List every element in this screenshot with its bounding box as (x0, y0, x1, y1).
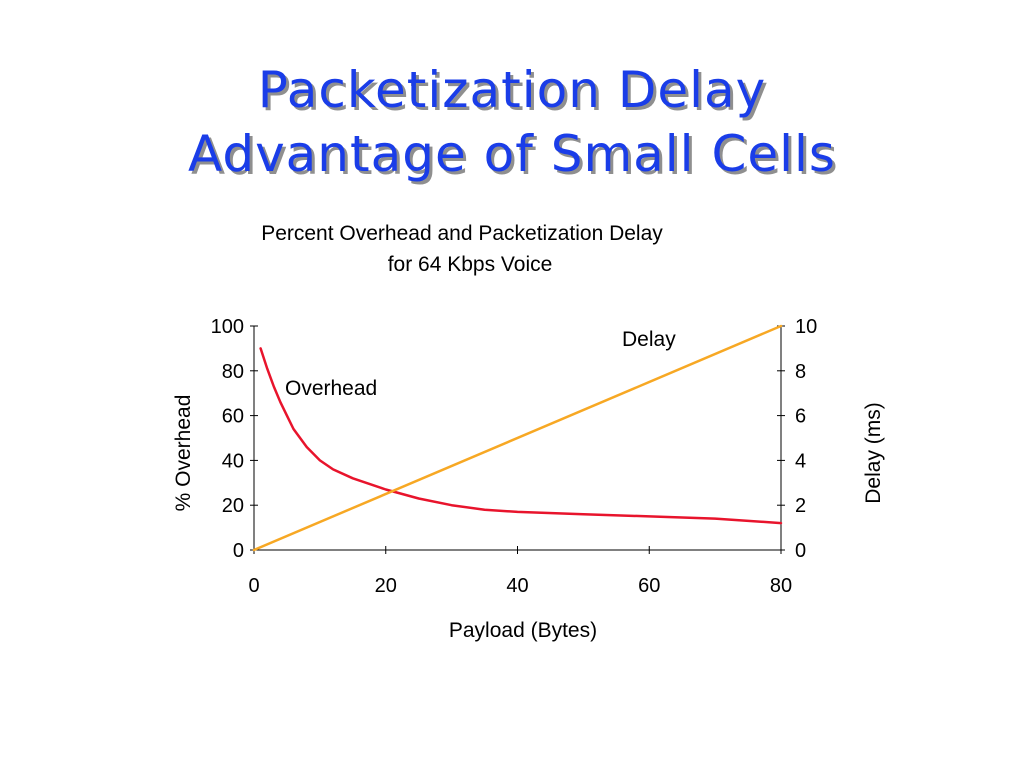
series-label-delay: Delay (622, 328, 676, 351)
y-left-tick-label: 80 (222, 361, 244, 383)
chart-title-line-1: Percent Overhead and Packetization Delay (261, 222, 663, 245)
chart-title-line-2: for 64 Kbps Voice (388, 253, 553, 276)
x-tick-label: 40 (506, 575, 528, 597)
x-axis-label: Payload (Bytes) (449, 619, 597, 642)
x-tick-label: 20 (375, 575, 397, 597)
y-left-tick-label: 60 (222, 406, 244, 428)
series-line-overhead (259, 347, 783, 525)
y-right-tick-label: 2 (795, 495, 806, 517)
y-right-tick-label: 4 (795, 450, 806, 472)
y-left-tick-label: 40 (222, 450, 244, 472)
y-right-tick-label: 10 (795, 316, 817, 338)
y-right-tick-label: 6 (795, 406, 806, 428)
y-axis-right-label: Delay (ms) (862, 402, 885, 504)
y-right-tick-label: 8 (795, 361, 806, 383)
y-axis-left-label: % Overhead (172, 395, 195, 512)
series-label-overhead: Overhead (285, 377, 377, 400)
y-left-tick-label: 0 (233, 540, 244, 562)
y-right-tick-label: 0 (795, 540, 806, 562)
x-tick-label: 80 (770, 575, 792, 597)
slide-title-line-2: Advantage of Small Cells (188, 125, 836, 183)
chart-series (252, 324, 783, 552)
slide-title-line-1: Packetization Delay (257, 61, 767, 119)
y-left-tick-label: 100 (211, 316, 244, 338)
y-left-tick-label: 20 (222, 495, 244, 517)
slide-title: Packetization Delay Advantage of Small C… (0, 58, 1024, 186)
x-tick-label: 0 (248, 575, 259, 597)
x-tick-label: 60 (638, 575, 660, 597)
series-line-delay (252, 324, 783, 552)
